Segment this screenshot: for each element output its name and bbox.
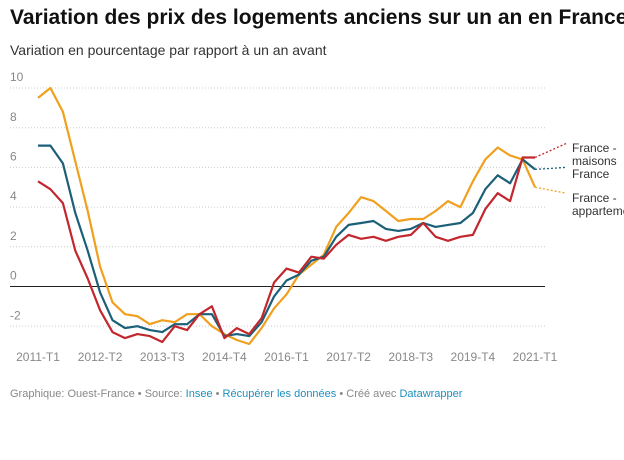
x-tick-label: 2018-T3	[388, 350, 433, 364]
label-leader	[534, 142, 567, 159]
chart-subtitle: Variation en pourcentage par rapport à u…	[10, 42, 327, 58]
series-label: France - appartements	[572, 191, 624, 218]
y-tick-label: 8	[10, 110, 17, 124]
x-tick-label: 2011-T1	[16, 350, 60, 364]
y-tick-label: -2	[10, 308, 21, 322]
x-tick-label: 2021-T1	[513, 350, 558, 364]
footer: Graphique: Ouest-France • Source: Insee …	[10, 388, 462, 400]
y-tick-label: 4	[10, 189, 17, 203]
line-series	[37, 86, 537, 346]
y-tick-label: 6	[10, 150, 17, 164]
footer-link[interactable]: Insee	[185, 388, 213, 400]
footer-link[interactable]: Récupérer les données	[222, 388, 337, 400]
y-tick-label: 10	[10, 70, 24, 84]
series-label: France - maisons	[572, 141, 617, 168]
x-tick-label: 2016-T1	[264, 350, 309, 364]
footer-link[interactable]: Datawrapper	[399, 388, 463, 400]
x-tick-label: 2014-T4	[202, 350, 247, 364]
line-series	[37, 156, 535, 344]
x-tick-label: 2012-T2	[78, 350, 123, 364]
footer-text: • Créé avec	[336, 388, 400, 400]
x-tick-label: 2019-T4	[451, 350, 496, 364]
footer-text: Graphique: Ouest-France • Source:	[10, 388, 186, 400]
label-leader	[534, 186, 567, 194]
footer-text: •	[212, 388, 223, 400]
x-tick-label: 2017-T2	[326, 350, 371, 364]
label-leader	[534, 166, 567, 171]
chart-title: Variation des prix des logements anciens…	[10, 6, 624, 29]
y-tick-label: 2	[10, 229, 17, 243]
series-label: France	[572, 167, 610, 181]
line-series	[38, 144, 536, 338]
x-tick-label: 2013-T3	[140, 350, 185, 364]
y-tick-label: 0	[10, 269, 17, 283]
